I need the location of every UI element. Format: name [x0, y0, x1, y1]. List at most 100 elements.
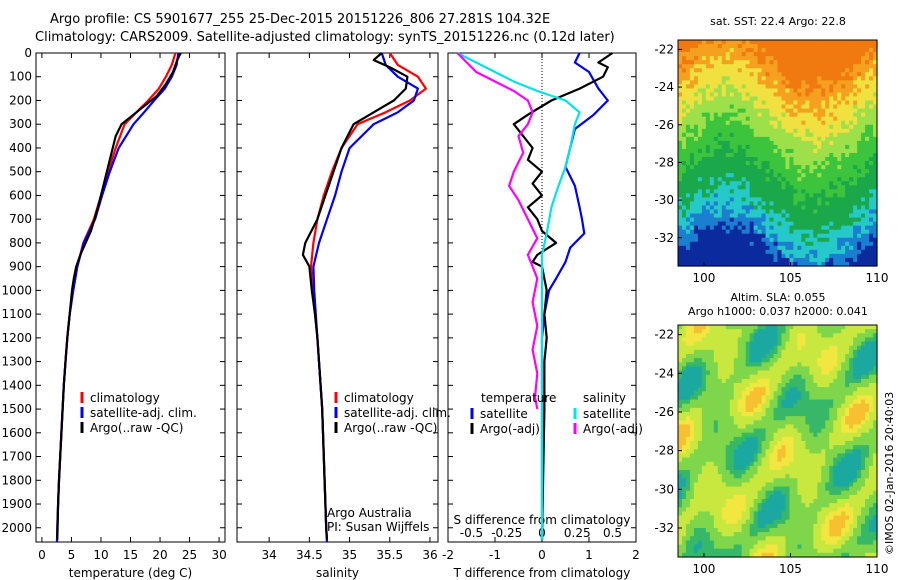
sst_map-cell	[713, 233, 719, 239]
sst_map-cell	[813, 124, 818, 130]
sla_map-cell	[773, 325, 779, 330]
sst_map-cell	[861, 80, 866, 85]
sla_map-cell	[713, 337, 719, 343]
sla_map-cell	[685, 333, 691, 339]
sla_map-cell	[697, 470, 703, 475]
sst_map-cell	[781, 221, 787, 227]
sst_map-cell	[785, 44, 791, 49]
sst_map-cell	[793, 104, 798, 110]
sst_map-cell	[681, 209, 687, 215]
sst_map-cell	[701, 157, 707, 162]
sla_map-cell	[705, 478, 711, 484]
sst_map-cell	[678, 229, 683, 235]
sst_map-cell	[761, 185, 767, 190]
sla_map-cell	[685, 387, 691, 392]
sst_map-cell	[809, 120, 814, 126]
sst_map-cell	[689, 80, 695, 85]
sst_map-cell	[837, 241, 842, 247]
sst_map-cell	[737, 104, 743, 110]
sst_map-cell	[773, 76, 779, 81]
sla_map-cell	[845, 358, 850, 363]
sst_map-cell	[821, 153, 826, 158]
sst_map-cell	[801, 229, 806, 235]
sla_map-cell	[749, 329, 755, 334]
sst_map-cell	[869, 136, 874, 142]
sst_map-cell	[857, 44, 862, 49]
sst_map-cell	[785, 136, 791, 142]
sla_map-cell	[773, 482, 779, 488]
sst_map-cell	[753, 80, 759, 85]
sla_map-cell	[857, 420, 862, 426]
sst_map-cell	[797, 40, 802, 45]
sst_map-cell	[761, 92, 767, 98]
sla_map-cell	[733, 441, 739, 446]
sla_map-cell	[857, 399, 862, 405]
sla_map-cell	[749, 482, 755, 488]
sst_map-cell	[793, 92, 798, 98]
sla_map-cell	[733, 337, 739, 343]
sst_map-cell	[821, 52, 826, 57]
sst_map-cell	[853, 60, 858, 65]
sst_map-cell	[789, 213, 795, 219]
sst_map-cell	[825, 173, 830, 178]
sst_map-cell	[829, 193, 834, 198]
sst_map-cell	[678, 213, 683, 219]
sla_map-cell	[737, 453, 743, 459]
sst_map-cell	[705, 217, 711, 223]
sst_map-cell	[829, 48, 834, 53]
sla_map-cell	[821, 362, 826, 368]
sst_map-cell	[777, 177, 783, 182]
sla_map-cell	[733, 362, 739, 368]
sla_map-cell	[697, 395, 703, 401]
sst_map-cell	[869, 40, 874, 45]
sst_map-cell	[713, 124, 719, 130]
sst_map-cell	[809, 44, 814, 49]
sst_map-cell	[717, 241, 723, 247]
sst_map-cell	[709, 181, 715, 186]
sst_map-cell	[797, 144, 802, 150]
sst_map-cell	[837, 116, 842, 122]
sst_map-cell	[817, 249, 822, 255]
sst_map-cell	[773, 245, 779, 251]
sst_map-cell	[733, 257, 739, 263]
sla_map-cell	[765, 441, 771, 446]
sst_map-cell	[773, 124, 779, 130]
sla_map-cell	[741, 436, 747, 442]
sst_map-cell	[857, 185, 862, 190]
salinity-plot-area	[236, 52, 439, 543]
sst_map-cell	[821, 124, 826, 130]
sla_map-cell	[849, 432, 854, 438]
sst_map-cell	[761, 76, 767, 81]
sla_map-cell	[757, 349, 763, 355]
sla_map-cell	[777, 453, 783, 459]
sst_map-cell	[689, 245, 695, 251]
sla_map-cell	[678, 436, 683, 442]
sst_map-cell	[861, 177, 866, 182]
sst_map-cell	[825, 128, 830, 134]
sst_map-cell	[821, 72, 826, 77]
sla_map-cell	[861, 395, 866, 401]
sst_map-cell	[705, 193, 711, 198]
sst_map-cell	[853, 249, 858, 255]
sst_map-cell	[753, 112, 759, 118]
sla_map-cell	[789, 441, 795, 446]
sst_map-cell	[793, 136, 798, 142]
sla_map-cell	[829, 391, 834, 397]
sst_map-cell	[685, 148, 691, 154]
sst_map-cell	[773, 257, 779, 263]
sst_map-cell	[857, 140, 862, 146]
sst_map-cell	[761, 112, 767, 118]
sst_map-cell	[717, 157, 723, 162]
sst_map-cell	[737, 193, 743, 198]
sla_map-cell	[777, 325, 783, 330]
sst_map-cell	[825, 249, 830, 255]
sst_map-cell	[873, 124, 878, 130]
sst_map-cell	[861, 52, 866, 57]
sla_map-cell	[837, 370, 842, 376]
sst_map-cell	[809, 193, 814, 198]
sst_map-cell	[809, 249, 814, 255]
sla_map-cell	[845, 424, 850, 430]
sla_map-cell	[753, 370, 759, 376]
sst_map-cell	[733, 148, 739, 154]
sla_map-cell	[821, 374, 826, 380]
